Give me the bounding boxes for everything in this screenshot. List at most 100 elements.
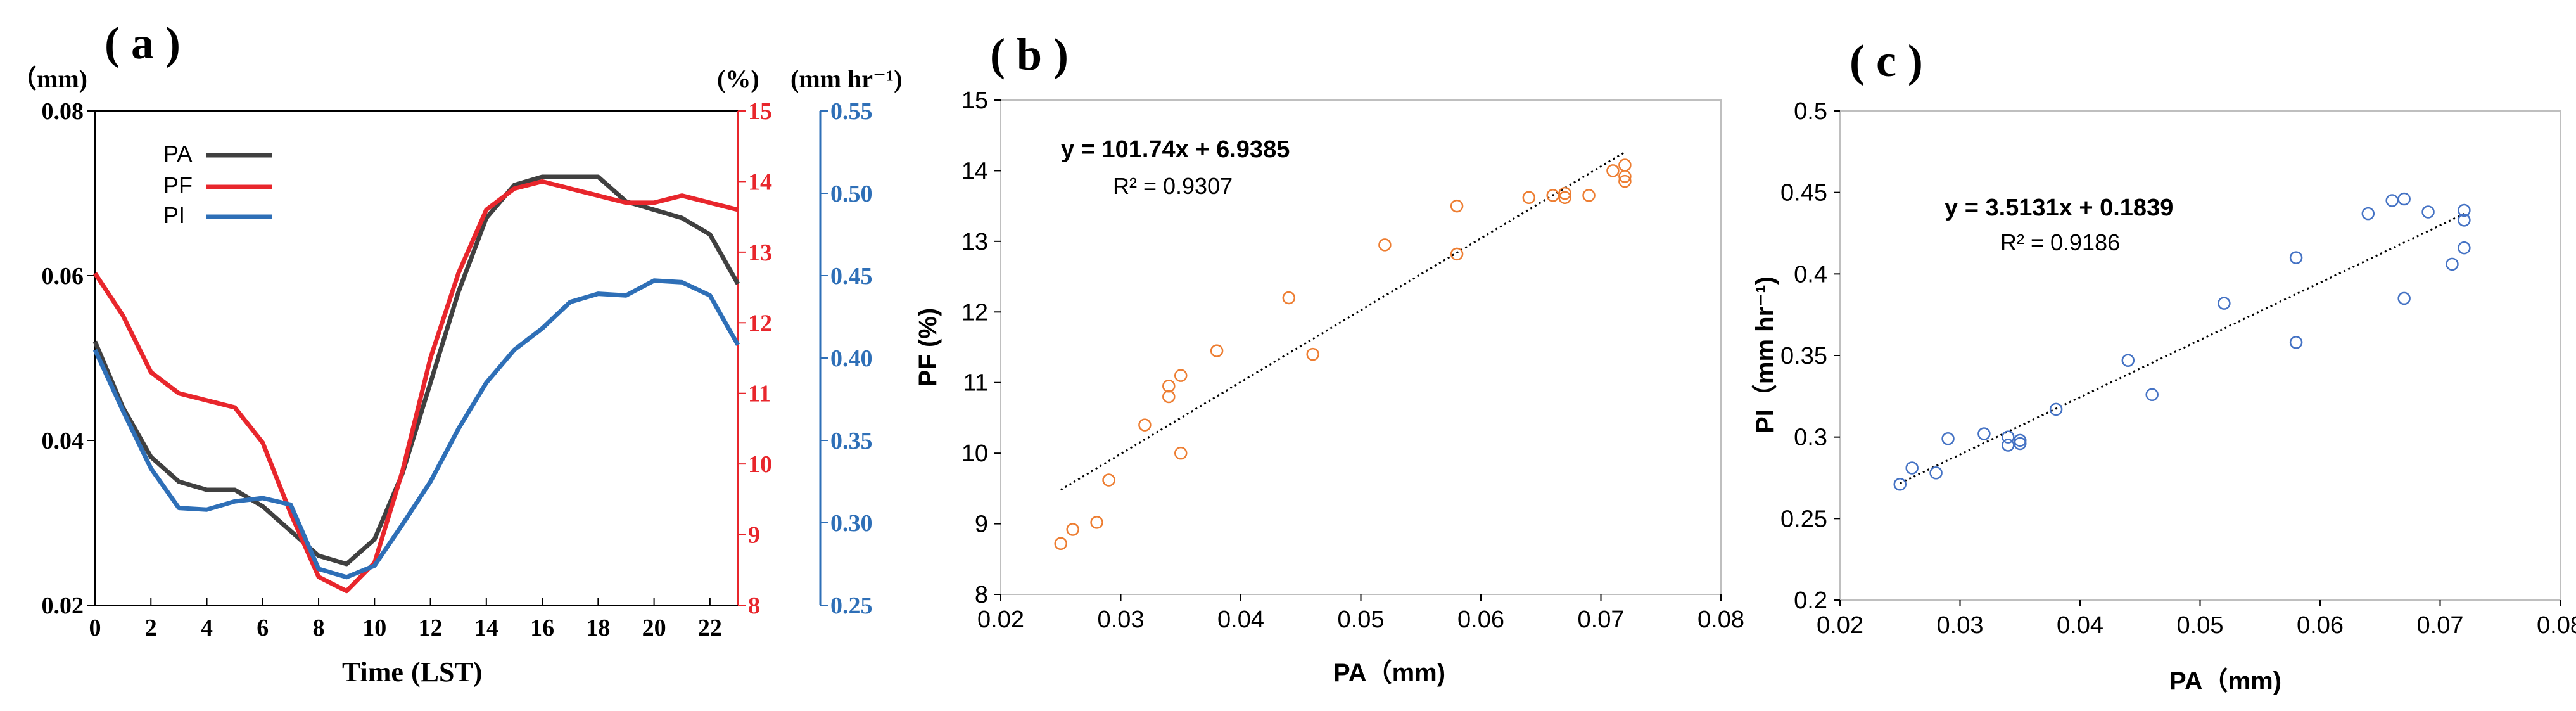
panel-c-data-point — [2049, 402, 2063, 416]
panel-b-xtick-label: 0.04 — [1217, 606, 1264, 633]
panel-a-right2-ytick-label: 0.25 — [830, 592, 873, 619]
panel-c-ytick-label: 0.25 — [1780, 506, 1827, 532]
panel-b-r2: R² = 0.9307 — [1113, 173, 1233, 199]
panel-a-xtick-label: 18 — [586, 615, 610, 641]
right2-axis-unit: (mm hr⁻¹) — [790, 65, 902, 93]
panel-c-data-point — [2218, 297, 2231, 310]
panel-b-data-point — [1306, 347, 1319, 361]
series-line-pi — [92, 278, 740, 580]
panel-c-data-point — [1905, 461, 1919, 475]
panel-c-ylabel: PI（mm hr⁻¹) — [1751, 276, 1779, 433]
panel-c-equation: y = 3.5131x + 0.1839 — [1945, 195, 2173, 221]
panel-c-data-point — [2458, 214, 2471, 227]
panel-b-xtick-label: 0.07 — [1578, 606, 1625, 633]
panel-b-data-point — [1558, 191, 1571, 205]
panel-b-xtick-label: 0.03 — [1098, 606, 1145, 633]
panel-b-data-point — [1162, 390, 1176, 404]
panel-a-xtick-label: 20 — [642, 615, 666, 641]
panel-c-data-point — [2458, 203, 2471, 217]
panel-a-left-ytick-label: 0.06 — [42, 263, 84, 290]
panel-b-data-point — [1450, 199, 1464, 213]
panel-a-xtick-label: 4 — [201, 615, 213, 641]
panel-b-trendline — [1060, 151, 1626, 491]
panel-c-label: ( c ) — [1850, 35, 1923, 86]
panel-c-xtick-label: 0.07 — [2417, 612, 2464, 639]
panel-b-data-point — [1450, 247, 1464, 261]
panel-b-ytick-label: 13 — [961, 229, 988, 255]
panel-b-data-point — [1582, 189, 1596, 202]
panel-a-xtick-label: 6 — [257, 615, 269, 641]
panel-b-plot-frame — [1000, 99, 1722, 595]
panel-a-xtick-label: 8 — [313, 615, 325, 641]
panel-a-left-ytick-label: 0.02 — [42, 592, 84, 619]
panel-c-scatter-chart: ( c ) 0.02 0.03 0.04 0.05 0.06 0.07 0.08 0.2 0.… — [1751, 35, 2576, 695]
panel-a-xtick-label: 12 — [419, 615, 443, 641]
panel-a-left-ytick-label: 0.04 — [42, 428, 84, 454]
panel-c-ytick-label: 0.5 — [1794, 98, 1827, 125]
panel-b-data-point — [1102, 473, 1115, 487]
panel-c-ytick-label: 0.35 — [1780, 343, 1827, 369]
panel-b-data-point — [1174, 446, 1188, 460]
panel-a-right2-ytick-label: 0.55 — [830, 98, 873, 125]
panel-c-data-point — [2361, 207, 2375, 221]
panel-b-ytick-label: 9 — [975, 511, 988, 538]
panel-b-equation: y = 101.74x + 6.9385 — [1061, 136, 1290, 163]
left-axis-unit: （mm) — [11, 65, 87, 93]
panel-c-plot-frame — [1839, 110, 2561, 601]
panel-b-data-point — [1162, 380, 1176, 393]
legend-label-pa: PA — [163, 141, 192, 167]
panel-c-data-point — [2458, 241, 2471, 255]
panel-c-data-point — [2289, 251, 2303, 264]
panel-b-data-point — [1282, 291, 1296, 305]
panel-a-line-chart: ( a ) （mm) (%) (mm hr⁻¹) 0 2 4 6 8 10 12 14 16 18… — [11, 18, 902, 688]
panel-a-xtick-label: 22 — [698, 615, 722, 641]
panel-b-data-point — [1090, 516, 1103, 529]
panel-c-ytick-label: 0.4 — [1794, 261, 1827, 288]
panel-b-data-point — [1618, 170, 1632, 183]
panel-a-right1-ytick-label: 15 — [748, 98, 772, 125]
panel-c-ytick-label: 0.3 — [1794, 425, 1827, 451]
panel-b-data-point — [1618, 174, 1632, 188]
panel-a-xtick-label: 16 — [530, 615, 554, 641]
panel-c-data-point — [2446, 257, 2459, 271]
panel-a-right1-ytick-label: 11 — [748, 381, 771, 407]
panel-a-xtick-label: 14 — [474, 615, 498, 641]
panel-c-data-point — [2289, 336, 2303, 349]
panel-b-data-point — [1054, 537, 1067, 551]
panel-c-data-point — [1929, 466, 1943, 480]
panel-c-data-point — [1893, 478, 1907, 491]
panel-a-label: ( a ) — [105, 18, 181, 68]
panel-a-right2-ytick-label: 0.30 — [830, 510, 873, 537]
panel-b-data-point — [1522, 191, 1536, 205]
panel-b-data-point — [1174, 369, 1188, 382]
panel-b-ytick-label: 10 — [961, 440, 988, 467]
panel-b-data-point — [1618, 158, 1632, 172]
panel-b-ytick-label: 8 — [975, 582, 988, 608]
panel-c-xtick-label: 0.02 — [1817, 612, 1863, 639]
panel-c-data-point — [2397, 291, 2411, 305]
panel-b-ytick-label: 14 — [961, 158, 988, 184]
panel-b-ylabel: PF (%) — [914, 308, 942, 387]
panel-a-left-ytick-label: 0.08 — [42, 98, 84, 125]
panel-c-xtick-label: 0.03 — [1937, 612, 1984, 639]
panel-c-ytick-label: 0.45 — [1780, 180, 1827, 207]
panel-c-xtick-label: 0.08 — [2537, 612, 2576, 639]
legend-label-pf: PF — [163, 172, 193, 198]
panel-a-xlabel: Time (LST) — [342, 657, 482, 688]
panel-c-data-point — [2421, 205, 2435, 219]
panel-b-data-point — [1558, 186, 1571, 200]
panel-b-data-point — [1546, 189, 1559, 202]
panel-b-ytick-label: 12 — [961, 299, 988, 326]
panel-b-xtick-label: 0.06 — [1457, 606, 1504, 633]
panel-c-xlabel: PA（mm) — [2169, 667, 2281, 695]
panel-c-xtick-label: 0.06 — [2297, 612, 2344, 639]
panel-c-trendline — [1900, 213, 2465, 484]
panel-c-data-point — [1977, 427, 1991, 440]
panel-b-label: ( b ) — [990, 29, 1069, 80]
panel-a-right1-ytick-label: 12 — [748, 310, 772, 336]
panel-b-xtick-label: 0.05 — [1338, 606, 1385, 633]
panel-a-right1-ytick-label: 14 — [748, 169, 772, 195]
panel-c-data-point — [2121, 354, 2135, 367]
panel-a-right1-ytick-label: 9 — [748, 522, 760, 549]
